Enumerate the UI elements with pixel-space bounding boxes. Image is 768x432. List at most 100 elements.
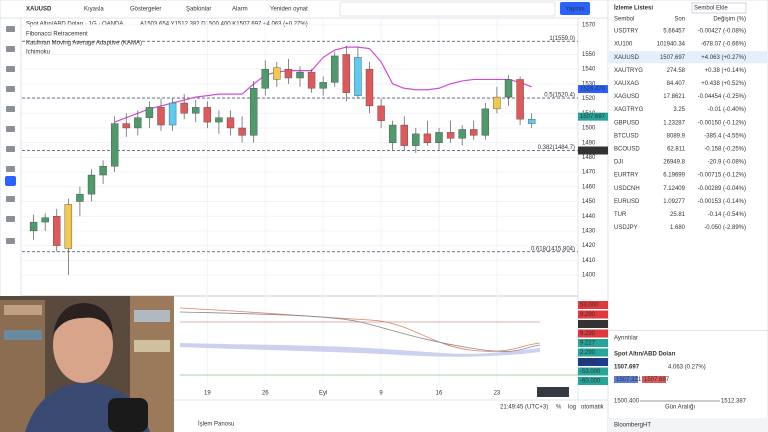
details-ask: 1507.697	[644, 377, 670, 383]
row-highlight	[609, 51, 767, 64]
add-symbol: Sembol Ekle	[694, 6, 728, 12]
row-last: 62.811	[667, 146, 686, 152]
candle-body	[342, 54, 351, 93]
tool[interactable]	[6, 216, 15, 222]
candle-body	[203, 107, 212, 123]
price-label: 1526.470	[580, 87, 606, 93]
row-symbol[interactable]: GBPUSD	[614, 120, 640, 126]
tool[interactable]	[6, 238, 15, 244]
indicator-label-bg	[578, 320, 608, 328]
row-symbol[interactable]: TUR	[614, 212, 627, 218]
row-change: -0.00150 (-0.12%)	[698, 120, 746, 126]
row-symbol[interactable]: XAUXAG	[614, 81, 639, 87]
indicator-band	[180, 343, 540, 357]
publish-label: Yayınla	[565, 7, 585, 13]
publish-button[interactable]	[560, 2, 590, 15]
cursor-date-bg	[537, 387, 569, 397]
news-bar	[608, 418, 768, 432]
y-tick-label: 1500	[582, 126, 596, 132]
tool[interactable]	[6, 66, 15, 72]
row-symbol[interactable]: USDTRY	[614, 29, 639, 35]
y-tick-label: 1400	[582, 273, 596, 279]
row-symbol[interactable]: XAGUSD	[614, 94, 640, 100]
details-name: Spot Altın/ABD Doları	[614, 352, 676, 358]
candle-body	[238, 127, 246, 136]
row-change: -0.01 (-0.40%)	[708, 107, 746, 113]
row-symbol[interactable]: XAUUSD	[614, 55, 640, 61]
toolbar-item[interactable]: Alarm	[232, 7, 248, 13]
row-change: -0.050 (-2.89%)	[704, 225, 746, 231]
row-symbol[interactable]: DJI	[614, 160, 623, 166]
tool[interactable]	[6, 166, 15, 172]
x-tick-label: 19	[204, 391, 211, 397]
tool-icons	[5, 26, 16, 244]
y-tick-label: 1480	[582, 155, 596, 161]
row-last: 5.66457	[663, 29, 685, 35]
row-symbol[interactable]: EURUSD	[614, 199, 640, 205]
right-panel	[607, 0, 768, 432]
row-symbol[interactable]: XU100	[614, 42, 633, 48]
row-symbol[interactable]: BCOUSD	[614, 146, 640, 152]
indicator-label-bg	[578, 310, 608, 319]
row-symbol[interactable]: XAGTRYG	[614, 107, 644, 113]
tool[interactable]	[6, 86, 15, 92]
toolbar-item[interactable]: Yeniden oynat	[270, 7, 308, 13]
candle-body	[168, 102, 177, 126]
row-change: -0.00153 (-0.14%)	[698, 199, 746, 205]
add-symbol-box[interactable]	[691, 2, 747, 14]
details-title: Ayrıntılar	[614, 336, 638, 342]
bottom-tab[interactable]: İşlem Panosu	[198, 421, 234, 428]
books	[4, 305, 42, 315]
x-tick-label: 16	[436, 391, 443, 397]
bottom-auto[interactable]: otomatik	[581, 405, 605, 411]
column-header: Sembol	[614, 17, 634, 23]
row-last: 3.25	[673, 107, 685, 113]
tool-active[interactable]	[5, 176, 16, 186]
indicator-label-bg	[578, 358, 608, 366]
tool[interactable]	[6, 106, 15, 112]
tool[interactable]	[6, 196, 15, 202]
candle-body	[110, 123, 119, 167]
y-tick-label: 1410	[582, 258, 596, 264]
bottom-log[interactable]: log	[568, 405, 576, 411]
candle-body	[180, 102, 188, 114]
bottom-time: 21:49:45 (UTC+3)	[500, 405, 548, 411]
candle-body	[76, 193, 84, 202]
row-change: -0.00715 (-0.12%)	[698, 173, 746, 179]
row-symbol[interactable]: EURTRY	[614, 173, 638, 179]
drawing-toolbar[interactable]	[339, 1, 556, 17]
y-tick-label: 1530	[582, 81, 596, 87]
indicator-label: -53.000	[580, 369, 601, 375]
candle-body	[400, 124, 408, 146]
row-symbol[interactable]: USDCNH	[614, 186, 640, 192]
fib-label: 0.382(1484.7)	[538, 145, 575, 151]
tool[interactable]	[6, 26, 15, 32]
face	[53, 307, 113, 383]
news-label[interactable]: BloombergHT	[614, 423, 651, 429]
row-last: 7.12409	[663, 186, 685, 192]
candle-body	[192, 107, 200, 114]
row-last: 17.8621	[663, 94, 685, 100]
study-label: Fibonacci Retracement	[26, 32, 88, 38]
row-symbol[interactable]: BTCUSD	[614, 133, 639, 139]
tool[interactable]	[6, 46, 15, 52]
row-symbol[interactable]: XAUTRYG	[614, 68, 643, 74]
tool[interactable]	[6, 126, 15, 132]
symbol: XAUUSD	[26, 7, 52, 13]
row-last: 84.407	[667, 81, 686, 87]
row-last: 1507.697	[660, 55, 686, 61]
toolbar-item[interactable]: Göstergeler	[130, 7, 161, 13]
study-label: Kaufman Moving Average Adaptive (KAMA)	[26, 41, 142, 47]
y-tick-label: 1520	[582, 96, 596, 102]
row-last: 25.81	[670, 212, 686, 218]
bottom-pct[interactable]: %	[556, 405, 562, 411]
y-tick-label: 1420	[582, 243, 596, 249]
toolbar-item[interactable]: Kıyasla	[84, 7, 104, 13]
tool[interactable]	[6, 146, 15, 152]
row-symbol[interactable]: USDJPY	[614, 225, 638, 231]
toolbar-item[interactable]: Şablonlar	[186, 7, 211, 13]
details-change: 4.063 (0.27%)	[668, 365, 706, 371]
row-last: 6.19699	[663, 173, 685, 179]
indicator-label: -60.000	[580, 379, 601, 385]
